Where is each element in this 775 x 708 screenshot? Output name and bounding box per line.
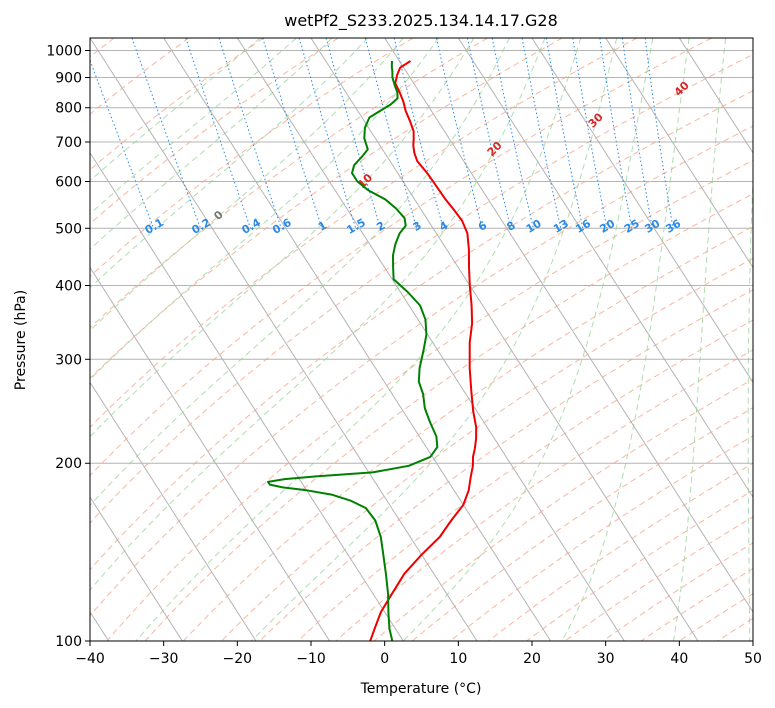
x-tick-label: −30: [149, 651, 179, 667]
isotherm-line: [531, 38, 753, 384]
background-lines: [90, 38, 753, 641]
temperature-profile-line: [369, 60, 478, 641]
moist-adiabat-line: [135, 38, 582, 641]
mixing-ratio-line: [185, 38, 251, 229]
x-axis-label: Temperature (°C): [360, 681, 482, 697]
y-axis-label: Pressure (hPa): [13, 290, 29, 390]
moist-adiabat-line: [561, 38, 690, 641]
y-tick-label: 600: [55, 175, 82, 191]
moist-adiabat-line: [90, 38, 404, 332]
x-tick-label: 10: [449, 651, 467, 667]
moist-adiabat-line: [251, 38, 618, 641]
isotherm-line: [90, 381, 257, 641]
moist-adiabat-line: [90, 38, 333, 250]
moist-adiabat-line: [90, 38, 546, 591]
isotherm-line: [90, 496, 183, 641]
plot-frame: [89, 37, 754, 642]
x-tick-label: 30: [597, 651, 615, 667]
mixing-ratio-line: [644, 38, 674, 229]
dry-adiabat-line: [144, 193, 753, 641]
x-tick-label: 20: [523, 651, 541, 667]
dry-adiabat-line: [90, 38, 414, 278]
mixing-ratio-line: [262, 38, 323, 229]
x-tick-label: 0: [380, 651, 389, 667]
x-tick-label: −10: [296, 651, 326, 667]
dry-adiabat-line: [90, 38, 563, 379]
isotherm-line: [605, 38, 753, 269]
isotherm-line: [678, 38, 753, 154]
x-tick-label: −40: [75, 651, 105, 667]
x-tick-label: 40: [670, 651, 688, 667]
dry-adiabat-line: [297, 319, 753, 641]
y-tick-label: 100: [55, 634, 82, 650]
moist-adiabat-line: [90, 38, 475, 438]
mixing-ratio-line: [599, 38, 633, 229]
dewpoint-profile-line: [267, 60, 439, 641]
dry-adiabat-line: [106, 159, 753, 641]
x-tick-label: −20: [223, 651, 253, 667]
x-tick-label: 50: [744, 651, 762, 667]
dry-adiabat-line: [411, 407, 753, 641]
mixing-ratio-line: [393, 38, 444, 229]
moist-adiabat-line: [402, 38, 654, 641]
y-tick-label: 1000: [46, 44, 82, 60]
dry-adiabat-line: [90, 90, 753, 571]
moist-adiabat-line: [90, 38, 510, 507]
y-tick-label: 300: [55, 352, 82, 368]
mixing-ratio-line: [572, 38, 608, 229]
isotherm-line: [90, 151, 404, 641]
y-axis: 1000 900 800 700 600 500 400 300 200 100: [46, 44, 90, 650]
y-tick-label: 200: [55, 456, 82, 472]
dry-adiabat-line: [90, 38, 712, 477]
dry-adiabat-line: [90, 38, 488, 329]
dry-adiabat-line: [90, 53, 753, 524]
isotherm-line: [384, 38, 753, 613]
mixing-ratio-line: [364, 38, 418, 229]
y-tick-label: 800: [55, 101, 82, 117]
moist-adiabat-line: [90, 38, 297, 215]
moist-adiabat-line: [90, 38, 439, 381]
isotherm-line: [236, 38, 625, 641]
mixing-ratio-line: [435, 38, 483, 229]
isotherm-line: [90, 266, 331, 641]
x-axis: −40 −30 −20 −10 0 10 20 30 40 50: [75, 641, 762, 667]
profile-lines: [267, 60, 478, 641]
y-tick-label: 900: [55, 71, 82, 87]
mixing-ratio-line: [218, 38, 282, 229]
dry-adiabat-line: [335, 349, 753, 641]
mixing-ratio-line: [131, 38, 201, 229]
moist-adiabat-line: [673, 38, 727, 641]
isotherm-line: [457, 38, 753, 499]
moist-adiabat-line: [90, 38, 261, 182]
chart-title: wetPf2_S233.2025.134.14.17.G28: [284, 11, 558, 31]
dry-adiabat-line: [373, 378, 753, 641]
isotherm-line: [90, 38, 478, 641]
y-tick-label: 700: [55, 135, 82, 151]
isotherm-line: [163, 38, 552, 641]
y-tick-label: 400: [55, 278, 82, 294]
plot-background: [90, 38, 753, 641]
y-tick-label: 500: [55, 221, 82, 237]
mixing-ratio-line: [298, 38, 357, 229]
dry-adiabat-line: [90, 38, 264, 171]
dry-adiabat-line: [90, 125, 753, 617]
mixing-ratio-line: [325, 38, 381, 229]
dry-adiabat-line: [259, 289, 753, 641]
mixing-ratio-line: [621, 38, 653, 229]
